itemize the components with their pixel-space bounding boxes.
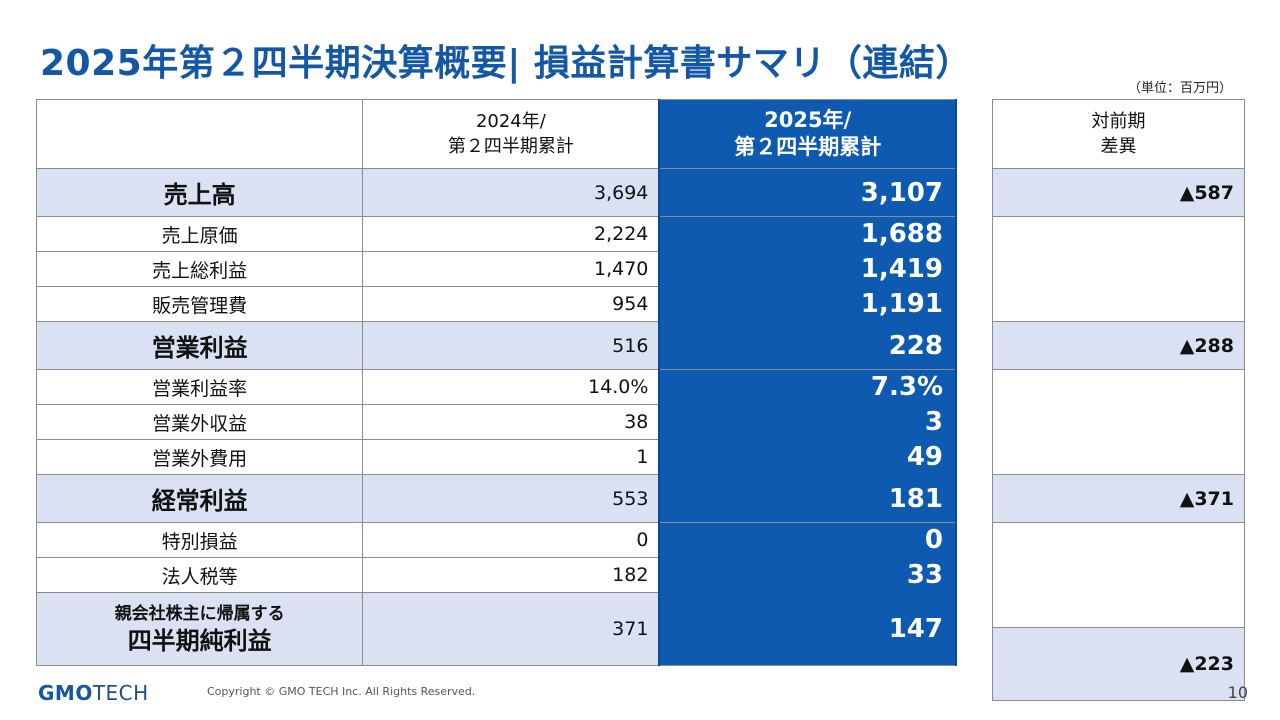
row-label: 営業利益 — [35, 321, 364, 370]
curr-value: 147 — [658, 592, 957, 666]
table-row: ▲587 — [992, 168, 1245, 217]
table-row: 特別損益 0 0 — [35, 522, 957, 558]
curr-value: 1,191 — [658, 286, 957, 322]
table-row: 営業利益率 14.0% 7.3% — [35, 369, 957, 405]
table-row — [992, 557, 1245, 593]
curr-value: 181 — [658, 474, 957, 523]
table-row — [992, 592, 1245, 628]
income-statement-table: 2024年/ 第２四半期累計 2025年/ 第２四半期累計 売上高 3,694 … — [35, 99, 957, 666]
diff-empty — [992, 439, 1245, 475]
row-label-line1: 親会社株主に帰属する — [114, 604, 285, 624]
diff-empty — [992, 369, 1245, 405]
table-row — [992, 216, 1245, 252]
prev-value: 38 — [362, 404, 660, 440]
curr-value: 3,107 — [658, 168, 957, 217]
prev-value: 371 — [362, 592, 660, 666]
diff-value: ▲288 — [992, 321, 1245, 370]
diff-empty — [992, 251, 1245, 287]
curr-value: 1,688 — [658, 216, 957, 252]
row-label: 営業外収益 — [35, 404, 364, 440]
diff-empty — [992, 522, 1245, 558]
header-curr-period: 2025年/ 第２四半期累計 — [658, 99, 957, 169]
curr-value: 33 — [658, 557, 957, 593]
copyright-text: Copyright © GMO TECH Inc. All Rights Res… — [207, 685, 476, 698]
table-row — [992, 251, 1245, 287]
table-row: 売上総利益 1,470 1,419 — [35, 251, 957, 287]
logo-tech-text: TECH — [92, 681, 149, 705]
diff-empty — [992, 216, 1245, 252]
table-row: 販売管理費 954 1,191 — [35, 286, 957, 322]
difference-table: 対前期 差異 ▲587 ▲288 ▲371 ▲223 — [992, 99, 1245, 701]
row-label: 経常利益 — [35, 474, 364, 523]
header-blank-cell — [35, 99, 364, 169]
prev-value: 0 — [362, 522, 660, 558]
table-row: 親会社株主に帰属する 四半期純利益 371 147 — [35, 592, 957, 666]
table-row: 売上原価 2,224 1,688 — [35, 216, 957, 252]
diff-empty — [992, 592, 1245, 628]
header-diff: 対前期 差異 — [992, 99, 1245, 169]
prev-value: 3,694 — [362, 168, 660, 217]
logo-gmo-text: GMO — [38, 681, 93, 705]
prev-value: 2,224 — [362, 216, 660, 252]
curr-value: 0 — [658, 522, 957, 558]
header-diff-line2: 差異 — [1100, 136, 1137, 157]
header-prev-line2: 第２四半期累計 — [447, 136, 574, 157]
curr-value: 7.3% — [658, 369, 957, 405]
diff-empty — [992, 404, 1245, 440]
header-prev-line1: 2024年/ — [475, 111, 546, 132]
curr-value: 228 — [658, 321, 957, 370]
diff-value: ▲223 — [992, 627, 1245, 701]
header-diff-line1: 対前期 — [1091, 111, 1146, 132]
row-label: 売上高 — [35, 168, 364, 217]
table-row: 営業外収益 38 3 — [35, 404, 957, 440]
prev-value: 553 — [362, 474, 660, 523]
table-row: 営業利益 516 228 — [35, 321, 957, 370]
row-label: 売上総利益 — [35, 251, 364, 287]
table-row — [992, 439, 1245, 475]
page-title: 2025年第２四半期決算概要| 損益計算書サマリ（連結） — [40, 43, 972, 84]
header-curr-line1: 2025年/ — [764, 108, 852, 132]
prev-value: 516 — [362, 321, 660, 370]
row-label: 親会社株主に帰属する 四半期純利益 — [35, 592, 364, 666]
table-row: ▲223 — [992, 627, 1245, 701]
table-row — [992, 404, 1245, 440]
diff-header-row: 対前期 差異 — [992, 99, 1245, 169]
row-label: 販売管理費 — [35, 286, 364, 322]
row-label: 法人税等 — [35, 557, 364, 593]
table-row — [992, 522, 1245, 558]
row-label: 営業利益率 — [35, 369, 364, 405]
header-prev-period: 2024年/ 第２四半期累計 — [362, 99, 660, 169]
diff-empty — [992, 557, 1245, 593]
table-row — [992, 369, 1245, 405]
table-row: 法人税等 182 33 — [35, 557, 957, 593]
table-row: 営業外費用 1 49 — [35, 439, 957, 475]
gmo-tech-logo: GMOTECH — [38, 681, 149, 705]
table-row: ▲288 — [992, 321, 1245, 370]
row-label: 営業外費用 — [35, 439, 364, 475]
curr-value: 3 — [658, 404, 957, 440]
unit-note: （単位：百万円） — [1128, 81, 1233, 96]
header-curr-line2: 第２四半期累計 — [734, 135, 882, 159]
prev-value: 1,470 — [362, 251, 660, 287]
table-row: ▲371 — [992, 474, 1245, 523]
curr-value: 49 — [658, 439, 957, 475]
table-header-row: 2024年/ 第２四半期累計 2025年/ 第２四半期累計 — [35, 99, 957, 169]
prev-value: 954 — [362, 286, 660, 322]
page-number: 10 — [1227, 683, 1248, 702]
row-label-line2: 四半期純利益 — [127, 627, 272, 655]
row-label: 売上原価 — [35, 216, 364, 252]
table-row: 売上高 3,694 3,107 — [35, 168, 957, 217]
diff-empty — [992, 286, 1245, 322]
diff-value: ▲587 — [992, 168, 1245, 217]
prev-value: 182 — [362, 557, 660, 593]
table-row: 経常利益 553 181 — [35, 474, 957, 523]
diff-value: ▲371 — [992, 474, 1245, 523]
curr-value: 1,419 — [658, 251, 957, 287]
row-label: 特別損益 — [35, 522, 364, 558]
table-row — [992, 286, 1245, 322]
prev-value: 14.0% — [362, 369, 660, 405]
prev-value: 1 — [362, 439, 660, 475]
